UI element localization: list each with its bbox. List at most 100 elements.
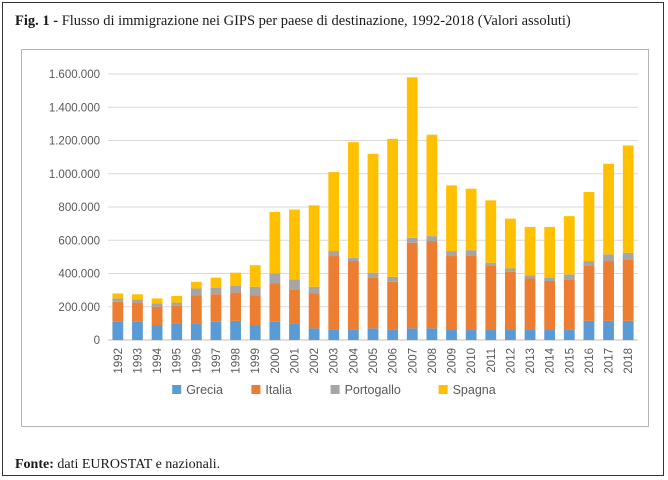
bar-segment-spagna <box>544 226 556 278</box>
bar-segment-italia <box>269 283 281 322</box>
legend-label-spagna: Spagna <box>453 383 496 397</box>
bar-segment-grecia <box>406 328 418 340</box>
bar-segment-grecia <box>505 330 516 340</box>
bar-segment-grecia <box>387 329 399 340</box>
bar-segment-italia <box>328 256 340 330</box>
bar-segment-italia <box>622 259 634 321</box>
bar-segment-portogallo <box>151 303 163 307</box>
bar-segment-portogallo <box>387 276 399 282</box>
legend-swatch-portogallo <box>330 385 340 394</box>
bar-segment-spagna <box>171 295 183 303</box>
bar-segment-spagna <box>190 281 202 289</box>
bar-segment-portogallo <box>230 285 241 293</box>
bar-segment-portogallo <box>563 274 575 280</box>
x-tick-label: 2017 <box>604 348 616 374</box>
bar-segment-grecia <box>132 321 143 340</box>
bar-segment-spagna <box>289 209 300 280</box>
bar-segment-grecia <box>446 330 457 340</box>
x-tick-label: 2008 <box>427 348 439 374</box>
x-tick-label: 1997 <box>211 348 223 374</box>
bar-segment-italia <box>347 261 359 330</box>
bar-segment-italia <box>563 279 575 330</box>
bar-segment-italia <box>151 306 163 326</box>
bar-segment-italia <box>544 280 556 331</box>
bar-segment-italia <box>583 266 595 321</box>
bar-segment-spagna <box>446 185 457 252</box>
bar-segment-portogallo <box>171 302 183 306</box>
legend-label-portogallo: Portogallo <box>345 383 401 397</box>
y-tick-label: 1.200.000 <box>49 136 100 148</box>
bar-segment-italia <box>387 281 399 330</box>
y-tick-label: 600.000 <box>58 235 100 247</box>
bar-segment-portogallo <box>544 277 556 281</box>
bar-segment-italia <box>426 241 438 329</box>
bar-segment-italia <box>406 242 418 329</box>
bar-segment-portogallo <box>465 250 477 256</box>
bar-segment-spagna <box>328 172 340 252</box>
x-tick-label: 1994 <box>152 347 164 373</box>
bar-segment-grecia <box>269 321 281 340</box>
bar-segment-portogallo <box>210 287 222 295</box>
y-tick-label: 400.000 <box>58 269 100 281</box>
bar-segment-grecia <box>544 330 556 340</box>
bar-segment-grecia <box>328 329 340 340</box>
bar-segment-grecia <box>603 320 614 340</box>
bar-segment-spagna <box>269 211 281 274</box>
bar-segment-spagna <box>132 294 143 300</box>
bar-segment-spagna <box>485 200 497 263</box>
x-tick-label: 2000 <box>270 348 282 374</box>
bar-segment-grecia <box>289 323 300 340</box>
figure-source: Fonte: dati EUROSTAT e nazionali. <box>15 457 220 473</box>
bar-segment-spagna <box>210 277 222 288</box>
bar-segment-grecia <box>485 330 497 340</box>
bar-segment-portogallo <box>112 298 124 302</box>
bar-segment-spagna <box>603 163 614 255</box>
bar-segment-italia <box>524 278 536 331</box>
legend-swatch-grecia <box>172 385 182 394</box>
bar-segment-portogallo <box>426 236 438 242</box>
x-tick-label: 2001 <box>289 348 301 374</box>
figure-title-text: Flusso di immigrazione nei GIPS per paes… <box>61 13 571 29</box>
bar-segment-portogallo <box>505 268 516 272</box>
bar-segment-italia <box>465 255 477 331</box>
bar-segment-portogallo <box>583 261 595 267</box>
bar-segment-italia <box>446 256 457 331</box>
x-tick-label: 2007 <box>407 348 419 374</box>
bar-segment-portogallo <box>524 275 536 279</box>
bar-segment-grecia <box>367 328 379 340</box>
bar-segment-spagna <box>367 153 379 273</box>
bar-segment-spagna <box>308 205 320 287</box>
x-tick-label: 2018 <box>623 348 635 374</box>
bar-segment-italia <box>171 305 183 324</box>
x-tick-label: 2010 <box>466 348 478 374</box>
bar-segment-grecia <box>583 320 595 340</box>
y-tick-label: 200.000 <box>58 302 100 314</box>
legend-swatch-italia <box>251 385 261 394</box>
x-tick-label: 2013 <box>525 348 537 374</box>
bar-segment-portogallo <box>190 288 202 296</box>
bar-segment-grecia <box>465 330 477 340</box>
bar-segment-italia <box>230 292 241 321</box>
legend-swatch-spagna <box>438 385 448 394</box>
bar-segment-grecia <box>112 321 124 340</box>
bar-segment-portogallo <box>406 237 418 243</box>
bar-segment-portogallo <box>485 262 497 267</box>
x-tick-label: 1996 <box>191 348 203 374</box>
bar-segment-portogallo <box>367 272 379 278</box>
bar-segment-grecia <box>151 325 163 340</box>
y-tick-label: 1.600.000 <box>49 69 100 81</box>
y-tick-label: 0 <box>94 335 100 347</box>
bar-segment-italia <box>485 266 497 331</box>
bar-segment-grecia <box>347 329 359 340</box>
x-tick-label: 2016 <box>584 348 596 374</box>
bar-segment-portogallo <box>328 251 340 257</box>
source-text: dati EUROSTAT e nazionali. <box>53 457 221 472</box>
bar-segment-italia <box>190 295 202 324</box>
bar-segment-spagna <box>465 188 477 251</box>
stacked-bar-chart: 0 200.000 400.000 600.000 800.000 1.000.000 1.… <box>49 69 638 397</box>
x-tick-label: 2006 <box>388 348 400 374</box>
bar-segment-grecia <box>171 323 183 340</box>
bar-segment-portogallo <box>289 279 300 290</box>
bar-segment-portogallo <box>308 286 320 294</box>
x-tick-label: 1993 <box>132 348 144 374</box>
